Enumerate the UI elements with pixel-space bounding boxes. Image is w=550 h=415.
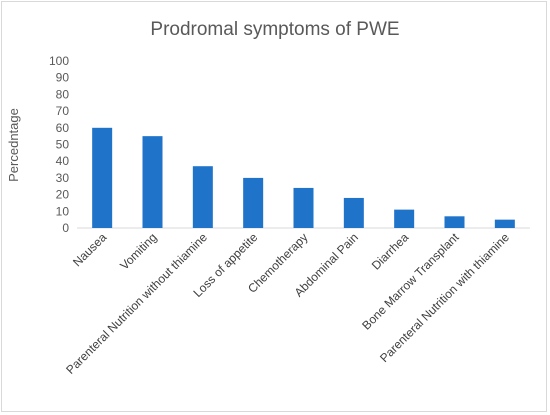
bar: [494, 219, 515, 228]
y-axis-ticks: 0 10 20 30 40 50 60 70 80 90 100: [49, 54, 69, 235]
bars: [92, 127, 515, 228]
x-tick-label: Vomiting: [117, 230, 159, 272]
y-axis-label: Percedntage: [6, 108, 21, 182]
bar: [293, 187, 314, 228]
bar: [92, 127, 113, 228]
bar: [192, 166, 213, 228]
y-tick-label: 10: [56, 204, 70, 218]
y-tick-label: 70: [56, 104, 70, 118]
y-tick-label: 40: [56, 154, 70, 168]
y-tick-label: 60: [56, 121, 70, 135]
bar: [142, 136, 163, 228]
y-tick-label: 30: [56, 171, 70, 185]
y-tick-label: 90: [56, 71, 70, 85]
y-tick-label: 20: [56, 188, 70, 202]
x-tick-label: Nausea: [70, 230, 109, 269]
x-tick-label: Diarrhea: [369, 230, 412, 273]
chart-title: Prodromal symptoms of PWE: [150, 19, 399, 40]
bar: [444, 216, 465, 228]
bar: [394, 209, 415, 228]
y-tick-label: 80: [56, 87, 70, 101]
bar: [343, 197, 364, 228]
y-tick-label: 100: [49, 54, 69, 68]
x-tick-label: Bone Marrow Transplant: [359, 230, 462, 333]
y-tick-label: 50: [56, 138, 70, 152]
y-tick-label: 0: [62, 221, 69, 235]
bar: [243, 177, 264, 228]
